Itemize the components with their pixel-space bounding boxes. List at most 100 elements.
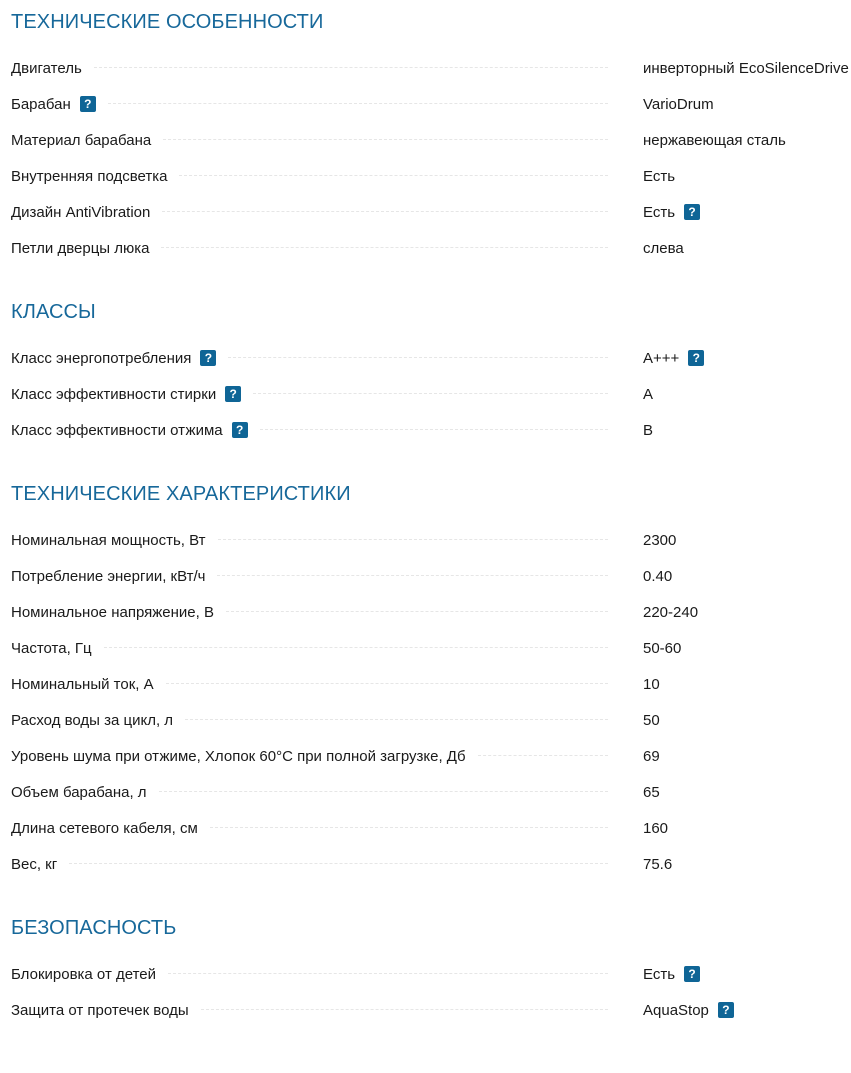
spec-label: Объем барабана, л (11, 783, 147, 801)
spec-value: 10 (643, 675, 660, 693)
spec-row: Длина сетевого кабеля, см 160 (11, 810, 851, 846)
spec-row: Объем барабана, л 65 (11, 774, 851, 810)
help-icon[interactable]: ? (684, 204, 701, 220)
dotted-leader (161, 246, 608, 248)
spec-row: Блокировка от детей Есть? (11, 956, 851, 992)
spec-row: Расход воды за цикл, л 50 (11, 702, 851, 738)
spec-value: AquaStop (643, 1001, 709, 1019)
spec-row: Номинальная мощность, Вт 2300 (11, 522, 851, 558)
spec-value: Есть (643, 203, 676, 221)
spec-row: Класс эффективности отжима? B (11, 412, 851, 448)
spec-label: Номинальный ток, А (11, 675, 154, 693)
spec-label: Частота, Гц (11, 639, 92, 657)
section-title: ТЕХНИЧЕСКИЕ ОСОБЕННОСТИ (11, 11, 324, 33)
spec-value: 50-60 (643, 639, 682, 657)
help-icon[interactable]: ? (688, 350, 705, 366)
spec-section: ТЕХНИЧЕСКИЕ ОСОБЕННОСТИ Двигатель инвертор… (11, 0, 851, 266)
spec-label: Петли дверцы люка (11, 239, 150, 257)
dotted-leader (209, 826, 608, 828)
dotted-leader (185, 718, 608, 720)
spec-row: Частота, Гц 50-60 (11, 630, 851, 666)
dotted-leader (163, 138, 608, 140)
spec-label: Длина сетевого кабеля, см (11, 819, 198, 837)
spec-row: Петли дверцы люка слева (11, 230, 851, 266)
dotted-leader (69, 862, 608, 864)
spec-label: Защита от протечек воды (11, 1001, 189, 1019)
spec-value: 69 (643, 747, 660, 765)
spec-value: 50 (643, 711, 660, 729)
spec-label: Двигатель (11, 59, 82, 77)
spec-row: Вес, кг 75.6 (11, 846, 851, 882)
spec-label: Номинальная мощность, Вт (11, 531, 206, 549)
spec-value: A (643, 385, 654, 403)
help-icon[interactable]: ? (717, 1002, 734, 1018)
spec-section: КЛАССЫ Класс энергопотребления? A+++? Класс… (11, 266, 851, 448)
help-icon[interactable]: ? (225, 386, 242, 402)
spec-row: Потребление энергии, кВт/ч 0.40 (11, 558, 851, 594)
section-title: ТЕХНИЧЕСКИЕ ХАРАКТЕРИСТИКИ (11, 483, 351, 505)
dotted-leader (158, 790, 608, 792)
spec-value: слева (643, 239, 684, 257)
dotted-leader (200, 1008, 608, 1010)
spec-label: Материал барабана (11, 131, 152, 149)
spec-label: Класс эффективности стирки (11, 385, 217, 403)
help-icon[interactable]: ? (79, 96, 96, 112)
spec-row: Материал барабана нержавеющая сталь (11, 122, 851, 158)
spec-label: Вес, кг (11, 855, 58, 873)
spec-value: B (643, 421, 654, 439)
spec-value: 220-240 (643, 603, 699, 621)
spec-label: Внутренняя подсветка (11, 167, 168, 185)
spec-row: Барабан? VarioDrum (11, 86, 851, 122)
dotted-leader (217, 538, 608, 540)
spec-label: Дизайн AntiVibration (11, 203, 151, 221)
dotted-leader (165, 682, 608, 684)
spec-value: Есть (643, 167, 676, 185)
spec-value: 75.6 (643, 855, 673, 873)
spec-row: Номинальный ток, А 10 (11, 666, 851, 702)
spec-label: Номинальное напряжение, В (11, 603, 214, 621)
section-title: БЕЗОПАСНОСТЬ (11, 917, 177, 939)
spec-row: Уровень шума при отжиме, Хлопок 60°C при… (11, 738, 851, 774)
spec-label: Блокировка от детей (11, 965, 157, 983)
dotted-leader (103, 646, 608, 648)
spec-list: ТЕХНИЧЕСКИЕ ОСОБЕННОСТИ Двигатель инвертор… (11, 0, 851, 1028)
spec-value: инверторный EcoSilenceDrive (643, 59, 849, 77)
section-title: КЛАССЫ (11, 301, 96, 323)
spec-value: 160 (643, 819, 669, 837)
dotted-leader (259, 428, 608, 430)
dotted-leader (228, 356, 608, 358)
spec-section: БЕЗОПАСНОСТЬ Блокировка от детей Есть? Защи… (11, 882, 851, 1028)
help-icon[interactable]: ? (231, 422, 248, 438)
spec-value: VarioDrum (643, 95, 714, 113)
dotted-leader (179, 174, 608, 176)
spec-value: 65 (643, 783, 660, 801)
spec-row: Дизайн AntiVibration Есть? (11, 194, 851, 230)
dotted-leader (217, 574, 608, 576)
spec-section: ТЕХНИЧЕСКИЕ ХАРАКТЕРИСТИКИ Номинальная мо… (11, 448, 851, 882)
spec-label: Уровень шума при отжиме, Хлопок 60°C при… (11, 747, 466, 765)
dotted-leader (107, 102, 608, 104)
spec-label: Класс эффективности отжима (11, 421, 223, 439)
spec-value: 2300 (643, 531, 677, 549)
help-icon[interactable]: ? (200, 350, 217, 366)
spec-row: Номинальное напряжение, В 220-240 (11, 594, 851, 630)
dotted-leader (162, 210, 608, 212)
spec-label: Потребление энергии, кВт/ч (11, 567, 206, 585)
spec-value: Есть (643, 965, 676, 983)
dotted-leader (168, 972, 608, 974)
spec-value: нержавеющая сталь (643, 131, 786, 149)
spec-value: A+++ (643, 349, 680, 367)
spec-row: Защита от протечек воды AquaStop? (11, 992, 851, 1028)
spec-row: Внутренняя подсветка Есть (11, 158, 851, 194)
dotted-leader (225, 610, 608, 612)
spec-label: Класс энергопотребления (11, 349, 192, 367)
spec-row: Класс эффективности стирки? A (11, 376, 851, 412)
spec-value: 0.40 (643, 567, 673, 585)
dotted-leader (477, 754, 608, 756)
spec-row: Класс энергопотребления? A+++? (11, 340, 851, 376)
spec-label: Барабан (11, 95, 71, 113)
spec-row: Двигатель инверторный EcoSilenceDrive (11, 50, 851, 86)
dotted-leader (253, 392, 608, 394)
dotted-leader (93, 66, 608, 68)
help-icon[interactable]: ? (684, 966, 701, 982)
